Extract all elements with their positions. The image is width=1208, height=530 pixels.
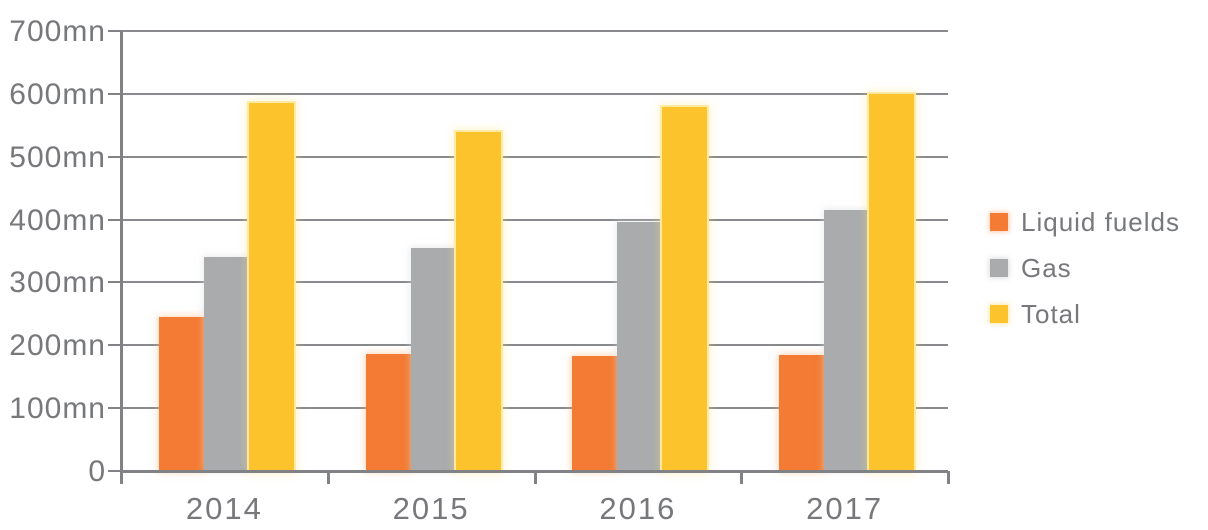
gridline xyxy=(121,92,948,95)
legend-label: Liquid fuelds xyxy=(1021,207,1180,237)
gridline xyxy=(121,218,948,221)
bar-gas-2017 xyxy=(824,209,870,471)
bar-total-2015 xyxy=(455,131,501,471)
x-axis-tick xyxy=(947,471,950,484)
y-axis-label: 600mn xyxy=(9,77,106,111)
y-axis-label: 700mn xyxy=(9,15,106,48)
gridline xyxy=(121,344,948,347)
bar-gas-2015 xyxy=(410,248,456,471)
y-axis-label: 100mn xyxy=(9,392,106,426)
y-axis-label: 400mn xyxy=(9,203,106,237)
y-axis-line xyxy=(120,31,123,484)
y-axis-label: 500mn xyxy=(9,140,106,174)
y-axis-tick xyxy=(108,281,121,284)
y-axis-tick xyxy=(108,92,121,95)
legend-swatch-total xyxy=(990,305,1008,323)
legend-item: Liquid fuelds xyxy=(990,209,1180,235)
bar-liquid-fuelds-2015 xyxy=(365,354,411,471)
y-axis-tick xyxy=(108,407,121,410)
y-axis-tick xyxy=(108,155,121,158)
legend-swatch-liquid-fuelds xyxy=(990,213,1008,231)
gridline xyxy=(121,30,948,32)
y-axis-tick xyxy=(108,470,121,472)
legend-item: Gas xyxy=(990,255,1180,281)
y-axis-label: 0 xyxy=(88,455,106,488)
bar-total-2016 xyxy=(662,107,708,471)
gridline xyxy=(121,407,948,410)
x-axis-tick xyxy=(740,471,744,484)
x-axis-label: 2017 xyxy=(806,491,884,526)
y-axis-tick xyxy=(108,218,121,221)
legend: Liquid fuelds Gas Total xyxy=(990,209,1180,351)
x-axis-label: 2016 xyxy=(599,491,677,526)
x-axis-label: 2014 xyxy=(185,491,263,526)
x-axis-tick xyxy=(120,471,123,484)
bar-liquid-fuelds-2014 xyxy=(158,317,204,471)
y-axis-tick xyxy=(108,30,121,32)
bar-liquid-fuelds-2017 xyxy=(779,355,825,471)
bar-gas-2014 xyxy=(203,257,249,471)
bar-liquid-fuelds-2016 xyxy=(572,355,618,471)
y-axis-tick xyxy=(108,344,121,347)
legend-item: Total xyxy=(990,301,1180,327)
gridline xyxy=(121,281,948,284)
bar-gas-2016 xyxy=(617,222,663,471)
x-axis-label: 2015 xyxy=(392,491,470,526)
y-axis-label: 200mn xyxy=(9,329,106,363)
bar-total-2017 xyxy=(869,93,915,471)
x-axis-tick xyxy=(326,471,330,484)
x-axis-tick xyxy=(533,471,537,484)
y-axis-label: 300mn xyxy=(9,266,106,300)
legend-label: Gas xyxy=(1021,253,1072,283)
bar-total-2014 xyxy=(248,103,294,471)
gridline xyxy=(121,155,948,158)
legend-label: Total xyxy=(1021,299,1081,329)
legend-swatch-gas xyxy=(990,259,1008,277)
